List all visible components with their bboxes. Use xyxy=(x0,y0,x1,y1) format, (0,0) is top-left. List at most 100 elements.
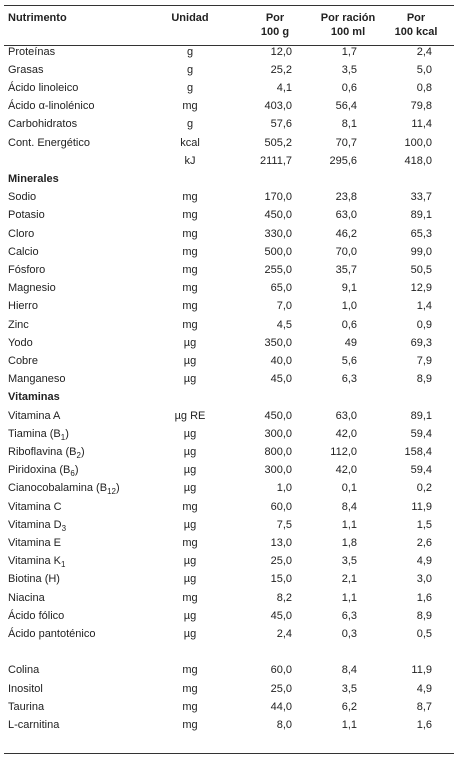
value: 42,0 xyxy=(335,427,357,440)
value: 60,0 xyxy=(270,664,292,677)
name-text: Riboflavina (B xyxy=(8,445,77,458)
value: 0,3 xyxy=(341,627,357,640)
name-text: Colina xyxy=(8,664,40,677)
value: 1,8 xyxy=(341,536,357,549)
value: 0,6 xyxy=(341,318,357,331)
name-text: Grasas xyxy=(8,63,44,76)
unit: µg xyxy=(183,336,197,349)
name-text: Cloro xyxy=(8,227,35,240)
value: 4,5 xyxy=(276,318,292,331)
value: 60,0 xyxy=(270,500,292,513)
value: 3,5 xyxy=(341,682,357,695)
name-tail: ) xyxy=(80,445,85,458)
value: 3,5 xyxy=(341,555,357,568)
nutrient-name: Calcio xyxy=(8,246,39,259)
name-text: Zinc xyxy=(8,318,29,331)
unit: g xyxy=(186,63,194,76)
value: 4,9 xyxy=(416,682,432,695)
nutrient-name: Cobre xyxy=(8,355,38,368)
unit: µg xyxy=(183,573,197,586)
value: 42,0 xyxy=(335,464,357,477)
unit: µg xyxy=(183,445,197,458)
nutrient-name: Vitamina D3 xyxy=(8,519,66,533)
nutrient-name: Tiamina (B1) xyxy=(8,428,69,442)
value: 40,0 xyxy=(270,354,292,367)
name-subscript: 1 xyxy=(61,560,66,570)
name-text: L-carnitina xyxy=(8,718,60,731)
value: 6,2 xyxy=(341,700,357,713)
name-subscript: 6 xyxy=(70,469,75,479)
value: 11,9 xyxy=(411,500,432,513)
nutrient-name: Proteínas xyxy=(8,46,55,59)
name-text: Cont. Energético xyxy=(8,136,90,149)
nutrient-name: Manganeso xyxy=(8,373,66,386)
value: 70,7 xyxy=(335,136,357,149)
value: 49 xyxy=(344,336,357,349)
nutrient-name: Cianocobalamina (B12) xyxy=(8,482,120,496)
unit: mg xyxy=(182,700,198,713)
value: 25,2 xyxy=(270,63,292,76)
unit: mg xyxy=(182,536,198,549)
unit: µg xyxy=(183,627,197,640)
value: 255,0 xyxy=(264,263,292,276)
name-text: Hierro xyxy=(8,300,38,313)
value: 0,6 xyxy=(341,81,357,94)
unit: mg xyxy=(182,300,198,313)
value: 3,5 xyxy=(341,63,357,76)
value: 500,0 xyxy=(264,245,292,258)
value: 25,0 xyxy=(270,555,292,568)
value: 100,0 xyxy=(404,136,432,149)
unit: mg xyxy=(182,500,198,513)
nutrient-name: Hierro xyxy=(8,300,38,313)
value: 44,0 xyxy=(270,700,292,713)
nutrient-name: Inositol xyxy=(8,683,43,696)
nutrient-name: Yodo xyxy=(8,337,33,350)
value: 1,0 xyxy=(276,482,292,495)
value: 418,0 xyxy=(404,154,432,167)
value: 7,9 xyxy=(416,354,432,367)
name-text: Ácido pantoténico xyxy=(8,627,96,640)
value: 1,7 xyxy=(341,45,357,58)
unit: mg xyxy=(182,191,198,204)
nutrient-name: Ácido linoleico xyxy=(8,82,78,95)
unit: g xyxy=(186,45,194,58)
nutrient-name: Niacina xyxy=(8,592,45,605)
value: 1,6 xyxy=(416,591,432,604)
value: 25,0 xyxy=(270,682,292,695)
value: 2111,7 xyxy=(259,154,292,167)
value: 79,8 xyxy=(410,100,432,113)
value: 1,5 xyxy=(416,518,432,531)
name-text: Carbohidratos xyxy=(8,118,78,131)
value: 1,1 xyxy=(341,718,357,731)
unit: µg xyxy=(183,555,197,568)
nutrient-name: Colina xyxy=(8,664,39,677)
name-text: Vitamina K xyxy=(8,555,61,568)
header-nutrient: Nutrimento xyxy=(8,12,67,24)
nutrient-name: Sodio xyxy=(8,191,36,204)
value: 15,0 xyxy=(270,573,292,586)
value: 65,0 xyxy=(270,282,292,295)
nutrient-name: Vitamina E xyxy=(8,537,61,550)
name-text: Sodio xyxy=(8,191,37,204)
unit: µg xyxy=(183,609,197,622)
name-text: Taurina xyxy=(8,700,45,713)
header-column: 100 kcal xyxy=(394,26,438,38)
value: 3,0 xyxy=(416,573,432,586)
value: 8,9 xyxy=(416,373,432,386)
value: 350,0 xyxy=(264,336,292,349)
value: 11,4 xyxy=(411,118,432,131)
value: 1,0 xyxy=(341,300,357,313)
value: 1,1 xyxy=(341,591,357,604)
value: 8,4 xyxy=(341,664,357,677)
name-text: Inositol xyxy=(8,682,43,695)
header-column: Por ración xyxy=(320,12,376,24)
value: 170,0 xyxy=(264,191,292,204)
value: 4,9 xyxy=(416,555,432,568)
nutrient-name: Zinc xyxy=(8,319,29,332)
value: 800,0 xyxy=(264,445,292,458)
header-column: 100 ml xyxy=(330,26,366,38)
unit: mg xyxy=(182,245,198,258)
name-text: Cobre xyxy=(8,354,38,367)
name-text: Manganeso xyxy=(8,373,66,386)
value: 158,4 xyxy=(404,445,432,458)
